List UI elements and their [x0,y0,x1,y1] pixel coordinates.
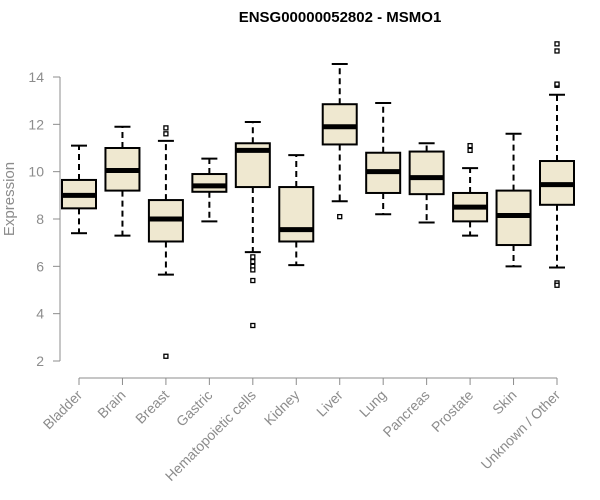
y-tick-label: 12 [28,116,44,132]
box-bladder [61,144,97,235]
box-hematopoietic-cells [234,120,271,329]
box-gastric [191,157,228,223]
chart-title: ENSG00000052802 - MSMO1 [239,9,442,26]
y-tick-label: 10 [28,164,44,180]
x-tick-label: Kidney [261,387,303,429]
box-breast [147,125,184,359]
box-lung [365,102,402,216]
outlier-point [163,131,169,137]
box-skin [495,132,532,268]
outlier-point [467,147,473,154]
outlier-point [467,142,473,149]
box-liver [321,62,358,220]
x-tick-label: Brain [94,387,128,421]
x-tick-label: Gastric [173,387,216,430]
iqr-box [408,150,445,196]
x-tick-label: Pancreas [380,387,433,440]
outlier-point [250,277,256,284]
box-brain [104,125,141,237]
plot-area [61,41,575,359]
outlier-point [250,322,256,329]
y-axis-label: Expression [1,162,18,236]
box-unknown-other [539,41,575,288]
x-tick-label: Liver [313,387,346,420]
outlier-point [250,254,256,260]
box-pancreas [408,142,445,224]
outlier-point [554,48,560,54]
y-tick-label: 4 [36,306,44,322]
outlier-point [337,213,343,220]
y-tick-label: 14 [28,69,44,85]
outlier-point [554,81,560,87]
outlier-point [163,125,169,131]
iqr-box [278,186,315,243]
outlier-point [250,267,256,273]
y-tick-label: 8 [36,211,44,227]
x-tick-label: Unknown / Other [478,387,564,473]
x-tick-label: Bladder [40,387,86,433]
y-axis: 2 4 6 8 10 12 14 [28,69,61,369]
outlier-point [554,282,560,288]
x-tick-label: Prostate [428,387,476,435]
outlier-point [163,353,169,359]
outlier-point [554,41,560,47]
outlier-point [250,258,256,265]
box-prostate [452,142,489,237]
iqr-box [191,173,228,193]
y-tick-label: 6 [36,258,44,274]
x-tick-label: Lung [356,387,389,420]
y-tick-label: 2 [36,353,44,369]
x-tick-label: Skin [489,387,520,418]
box-kidney [278,154,315,267]
x-tick-label: Breast [132,387,172,427]
